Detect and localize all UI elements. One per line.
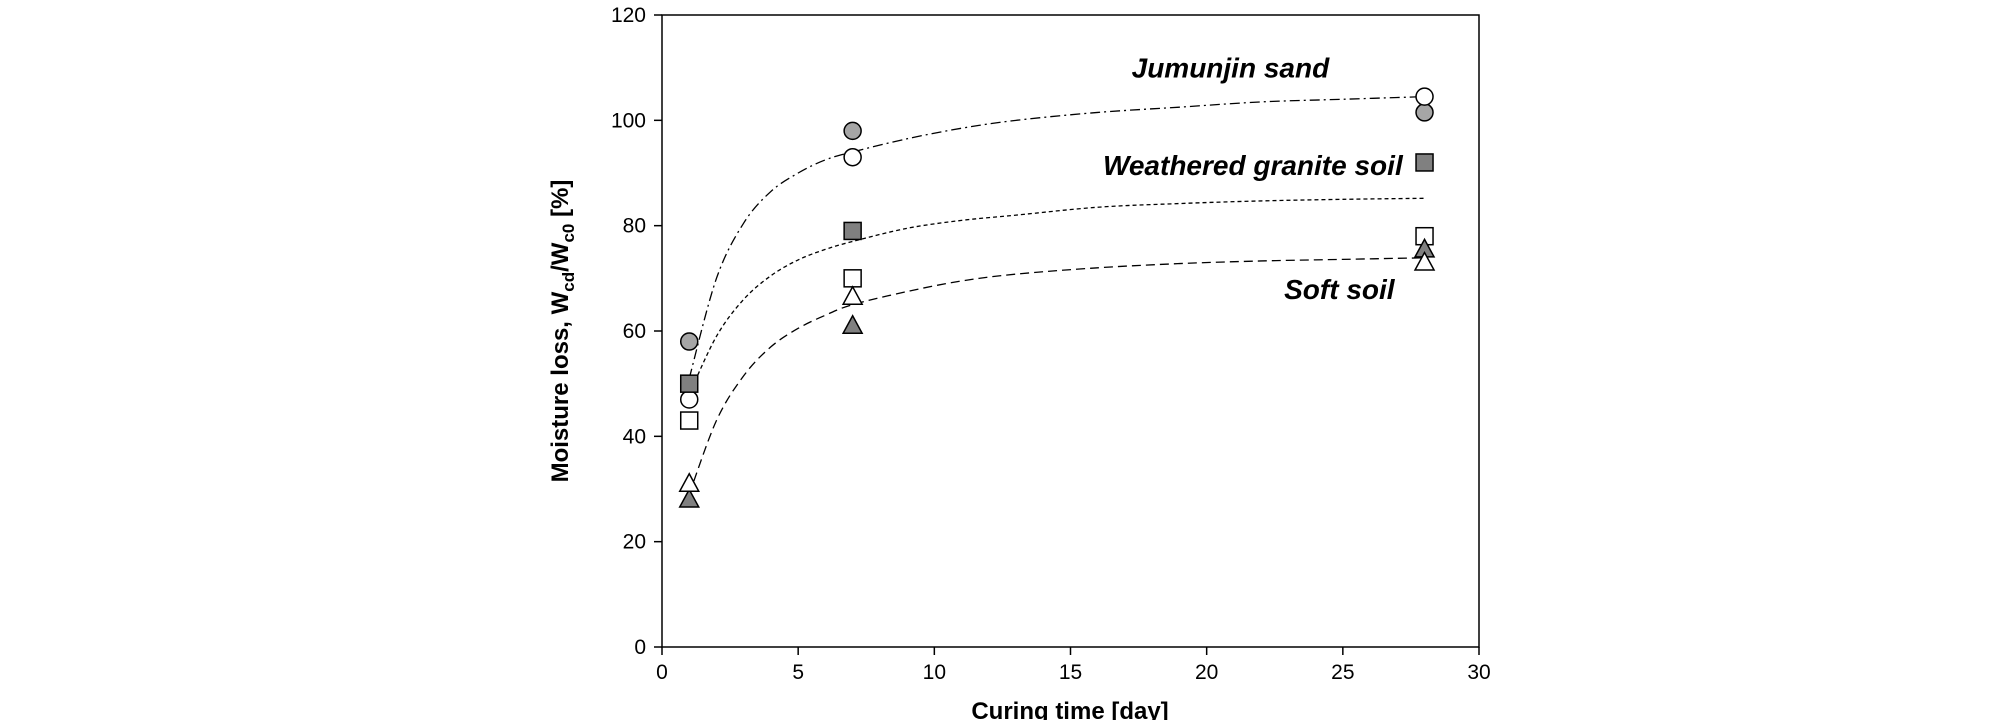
x-tick-label: 10 [923,661,946,684]
y-axis-title-sub2: c0 [559,224,578,243]
square-marker [843,221,862,241]
x-tick-label: 30 [1467,661,1490,684]
plot-area-frame [661,14,1480,648]
trendlines [688,95,1425,495]
x-tick-label: 0 [656,661,668,684]
x-tick-label: 15 [1059,661,1082,684]
y-tick-label: 60 [623,320,646,343]
y-tick-label: 20 [623,531,646,554]
circle-marker [843,121,862,141]
circle-marker [1415,87,1434,106]
triangle-marker [1413,250,1436,271]
x-tick-label: 20 [1195,661,1218,684]
y-axis-title-main: Moisture loss, W [547,291,574,482]
y-axis-title-end: [%] [547,180,574,224]
triangle-marker [841,285,864,306]
triangle-marker [678,472,700,492]
trendline-dotted [688,197,1425,395]
triangle-marker [678,487,700,508]
y-tick-label: 100 [611,109,646,132]
circle-marker [843,147,862,167]
trendline-dashed [688,257,1425,495]
square-marker [679,374,699,393]
circle-marker [1415,103,1434,122]
x-tick-label: 25 [1331,661,1354,684]
triangle-marker [841,314,864,334]
y-axis-title-mid: /W [547,242,574,272]
y-axis-title: Moisture loss, Wcd/Wc0 [%] [547,180,578,483]
square-marker [679,411,699,430]
annotation-weathered-granite-soil: Weathered granite soil [1103,150,1404,181]
circle-marker [679,332,699,351]
trendline-dash-dot [688,95,1425,379]
y-tick-label: 40 [623,425,646,448]
y-tick-label: 80 [623,215,646,238]
axis-ticks: 0 5 10 15 20 25 30 0 20 40 60 80 100 120 [611,4,1491,684]
circle-marker [679,390,699,409]
y-tick-label: 120 [611,4,646,27]
x-tick-label: 5 [792,661,804,684]
square-marker [1415,153,1434,172]
y-tick-label: 0 [634,636,646,659]
annotation-jumunjin-sand: Jumunjin sand [1132,53,1330,84]
square-marker [843,269,862,288]
x-axis-title: Curing time [day] [971,698,1168,720]
annotation-soft-soil: Soft soil [1284,274,1396,305]
data-markers [678,87,1436,508]
y-axis-title-sub1: cd [559,272,578,292]
